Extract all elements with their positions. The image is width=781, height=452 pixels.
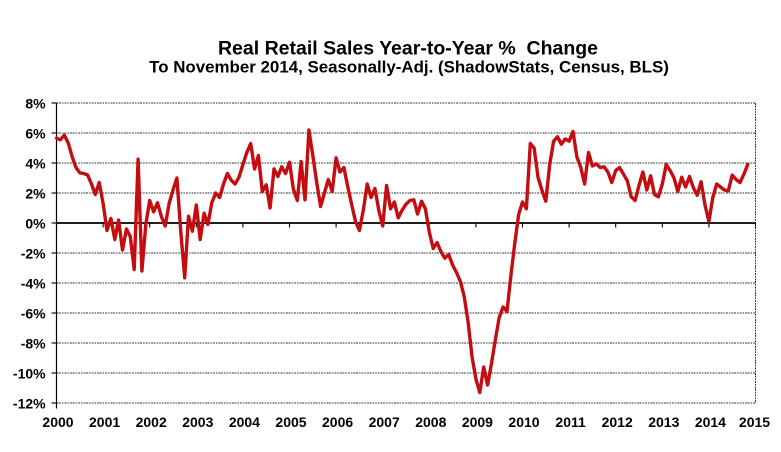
svg-text:2002: 2002 xyxy=(136,414,167,430)
svg-text:-10%: -10% xyxy=(13,365,46,381)
svg-text:-8%: -8% xyxy=(21,335,46,351)
svg-text:To November 2014, Seasonally-A: To November 2014, Seasonally-Adj. (Shado… xyxy=(149,57,669,76)
svg-text:-2%: -2% xyxy=(21,245,46,261)
svg-text:2005: 2005 xyxy=(275,414,306,430)
svg-text:2011: 2011 xyxy=(555,414,586,430)
svg-text:2004: 2004 xyxy=(229,414,260,430)
svg-text:8%: 8% xyxy=(25,95,46,111)
svg-text:-6%: -6% xyxy=(21,305,46,321)
svg-text:2013: 2013 xyxy=(648,414,679,430)
svg-text:2000: 2000 xyxy=(42,414,73,430)
svg-text:2006: 2006 xyxy=(322,414,353,430)
svg-text:2010: 2010 xyxy=(508,414,539,430)
svg-text:0%: 0% xyxy=(25,215,46,231)
svg-text:-12%: -12% xyxy=(13,395,46,411)
svg-text:Real Retail Sales Year-to-Year: Real Retail Sales Year-to-Year % Change xyxy=(218,37,598,59)
svg-text:2007: 2007 xyxy=(369,414,400,430)
svg-text:2015: 2015 xyxy=(739,414,770,430)
svg-text:2008: 2008 xyxy=(415,414,446,430)
svg-text:2001: 2001 xyxy=(89,414,120,430)
svg-text:2009: 2009 xyxy=(462,414,493,430)
svg-text:2012: 2012 xyxy=(602,414,633,430)
svg-text:4%: 4% xyxy=(25,155,46,171)
svg-text:2003: 2003 xyxy=(182,414,213,430)
svg-text:-4%: -4% xyxy=(21,275,46,291)
svg-text:2014: 2014 xyxy=(695,414,726,430)
svg-text:6%: 6% xyxy=(25,125,46,141)
svg-text:2%: 2% xyxy=(25,185,46,201)
